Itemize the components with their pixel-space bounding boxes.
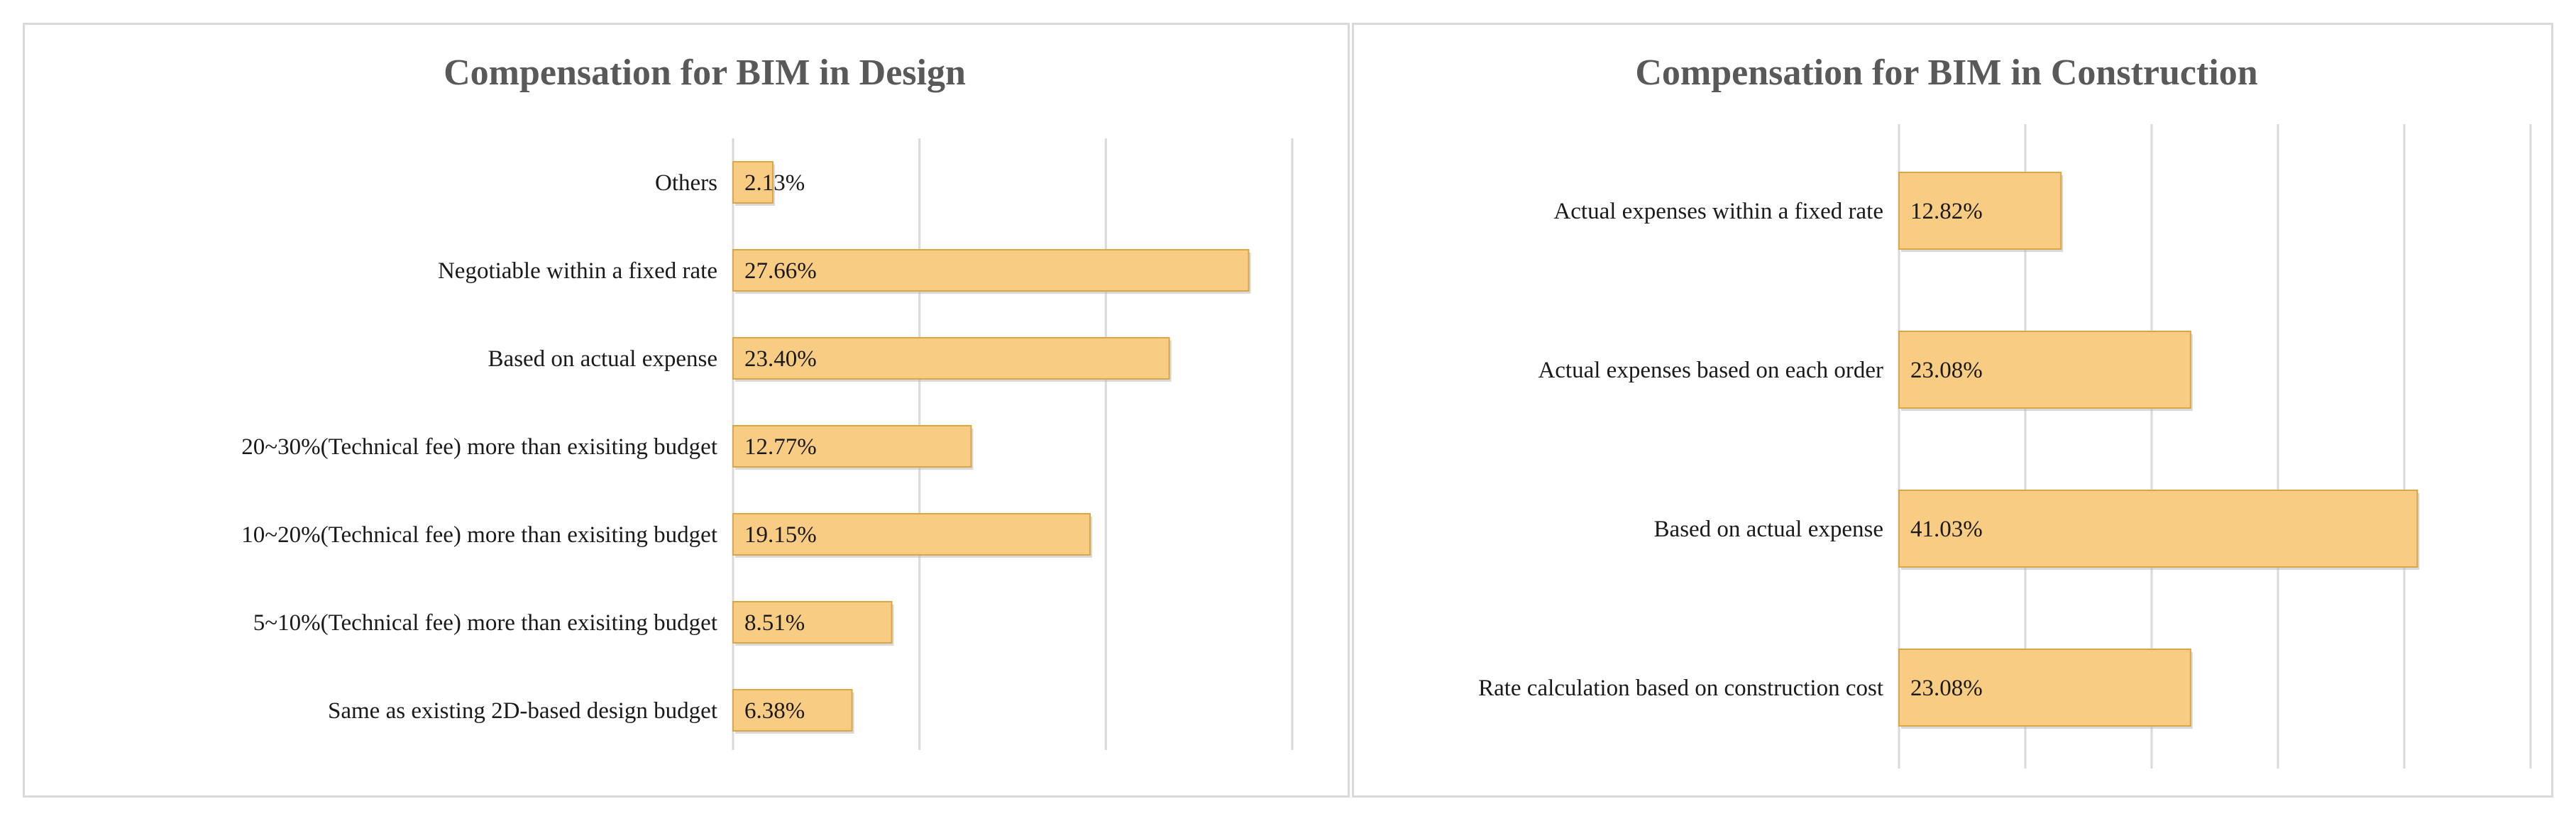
design-bar — [732, 601, 893, 644]
design-data-label: 6.38% — [744, 698, 805, 724]
design-bar — [732, 425, 972, 468]
design-data-label: 8.51% — [744, 610, 805, 636]
design-bar — [732, 513, 1091, 556]
construction-data-label: 23.08% — [1910, 358, 1983, 383]
design-bar — [732, 161, 774, 204]
construction-data-label: 41.03% — [1910, 517, 1983, 542]
construction-chart: Compensation for BIM in Construction Act… — [1478, 53, 2532, 768]
design-chart: Compensation for BIM in Design Others 2.1… — [241, 53, 1294, 750]
construction-category-label: Actual expenses within a fixed rate — [1553, 199, 1883, 224]
construction-category-label: Based on actual expense — [1654, 517, 1883, 542]
design-category-label: Negotiable within a fixed rate — [438, 258, 717, 284]
construction-bar — [1898, 172, 2062, 250]
design-data-label: 27.66% — [744, 258, 817, 284]
construction-bar — [1898, 649, 2191, 727]
design-category-label: 10~20%(Technical fee) more than exisitin… — [241, 522, 717, 548]
construction-category-label: Actual expenses based on each order — [1538, 358, 1883, 383]
construction-bar — [1898, 490, 2418, 568]
construction-data-label: 12.82% — [1910, 199, 1983, 224]
design-chart-title: Compensation for BIM in Design — [444, 53, 966, 93]
design-bars: Others 2.13% Negotiable within a fixed rat… — [241, 161, 1251, 734]
construction-chart-title: Compensation for BIM in Construction — [1635, 53, 2257, 93]
design-data-label: 23.40% — [744, 346, 817, 372]
design-chart-panel: Compensation for BIM in Design Others 2.1… — [23, 23, 1350, 798]
design-bar — [732, 337, 1170, 380]
design-category-label: Same as existing 2D-based design budget — [328, 698, 717, 724]
construction-bars: Actual expenses within a fixed rate 12.82… — [1478, 172, 2420, 729]
construction-category-label: Rate calculation based on construction c… — [1478, 676, 1883, 701]
design-bar — [732, 689, 853, 732]
design-bar — [732, 249, 1250, 292]
design-data-label: 12.77% — [744, 434, 817, 460]
design-category-label: Others — [655, 170, 717, 196]
design-category-label: 5~10%(Technical fee) more than exisiting… — [253, 610, 717, 636]
design-data-label: 2.13% — [744, 170, 805, 196]
construction-chart-panel: Compensation for BIM in Construction Act… — [1352, 23, 2553, 798]
design-category-label: Based on actual expense — [488, 346, 717, 372]
design-category-label: 20~30%(Technical fee) more than exisitin… — [241, 434, 717, 460]
construction-bar — [1898, 331, 2191, 409]
construction-data-label: 23.08% — [1910, 676, 1983, 701]
design-data-label: 19.15% — [744, 522, 817, 548]
